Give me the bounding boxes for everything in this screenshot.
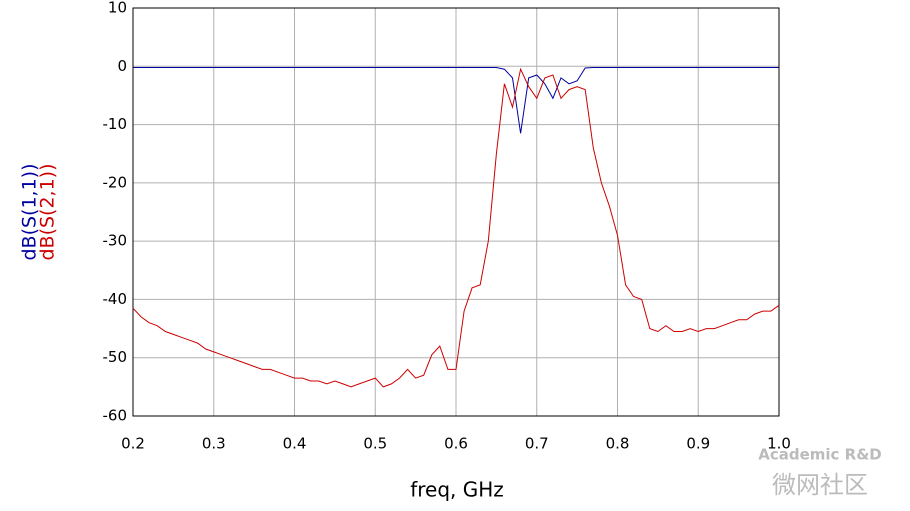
watermark: Academic R&D xyxy=(758,446,882,464)
series-line xyxy=(133,67,779,134)
x-tick-label: 0.3 xyxy=(202,435,226,453)
y-tick-label: -10 xyxy=(103,115,128,133)
y-tick-label: -20 xyxy=(103,173,128,191)
x-tick-label: 0.2 xyxy=(121,435,145,453)
x-tick-label: 0.6 xyxy=(444,435,468,453)
x-tick-label: 0.7 xyxy=(525,435,549,453)
y-tick-label: -60 xyxy=(103,407,128,425)
x-tick-label: 0.4 xyxy=(283,435,307,453)
y-tick-label: -30 xyxy=(103,232,128,250)
y-tick-label: -50 xyxy=(103,348,128,366)
x-axis-label: freq, GHz xyxy=(410,478,504,502)
y-tick-label: 0 xyxy=(117,57,127,75)
y-tick-label: 10 xyxy=(108,0,127,17)
legend-label: dB(S(1,1)) xyxy=(19,163,41,260)
watermark: 微网社区 xyxy=(772,471,868,499)
legend-label: dB(S(2,1)) xyxy=(37,163,59,260)
plot-frame xyxy=(132,7,780,417)
x-tick-label: 0.5 xyxy=(363,435,387,453)
x-tick-label: 1.0 xyxy=(767,435,791,453)
x-tick-label: 0.9 xyxy=(686,435,710,453)
y-tick-label: -40 xyxy=(103,290,128,308)
x-tick-label: 0.8 xyxy=(606,435,630,453)
series-line xyxy=(132,67,780,388)
